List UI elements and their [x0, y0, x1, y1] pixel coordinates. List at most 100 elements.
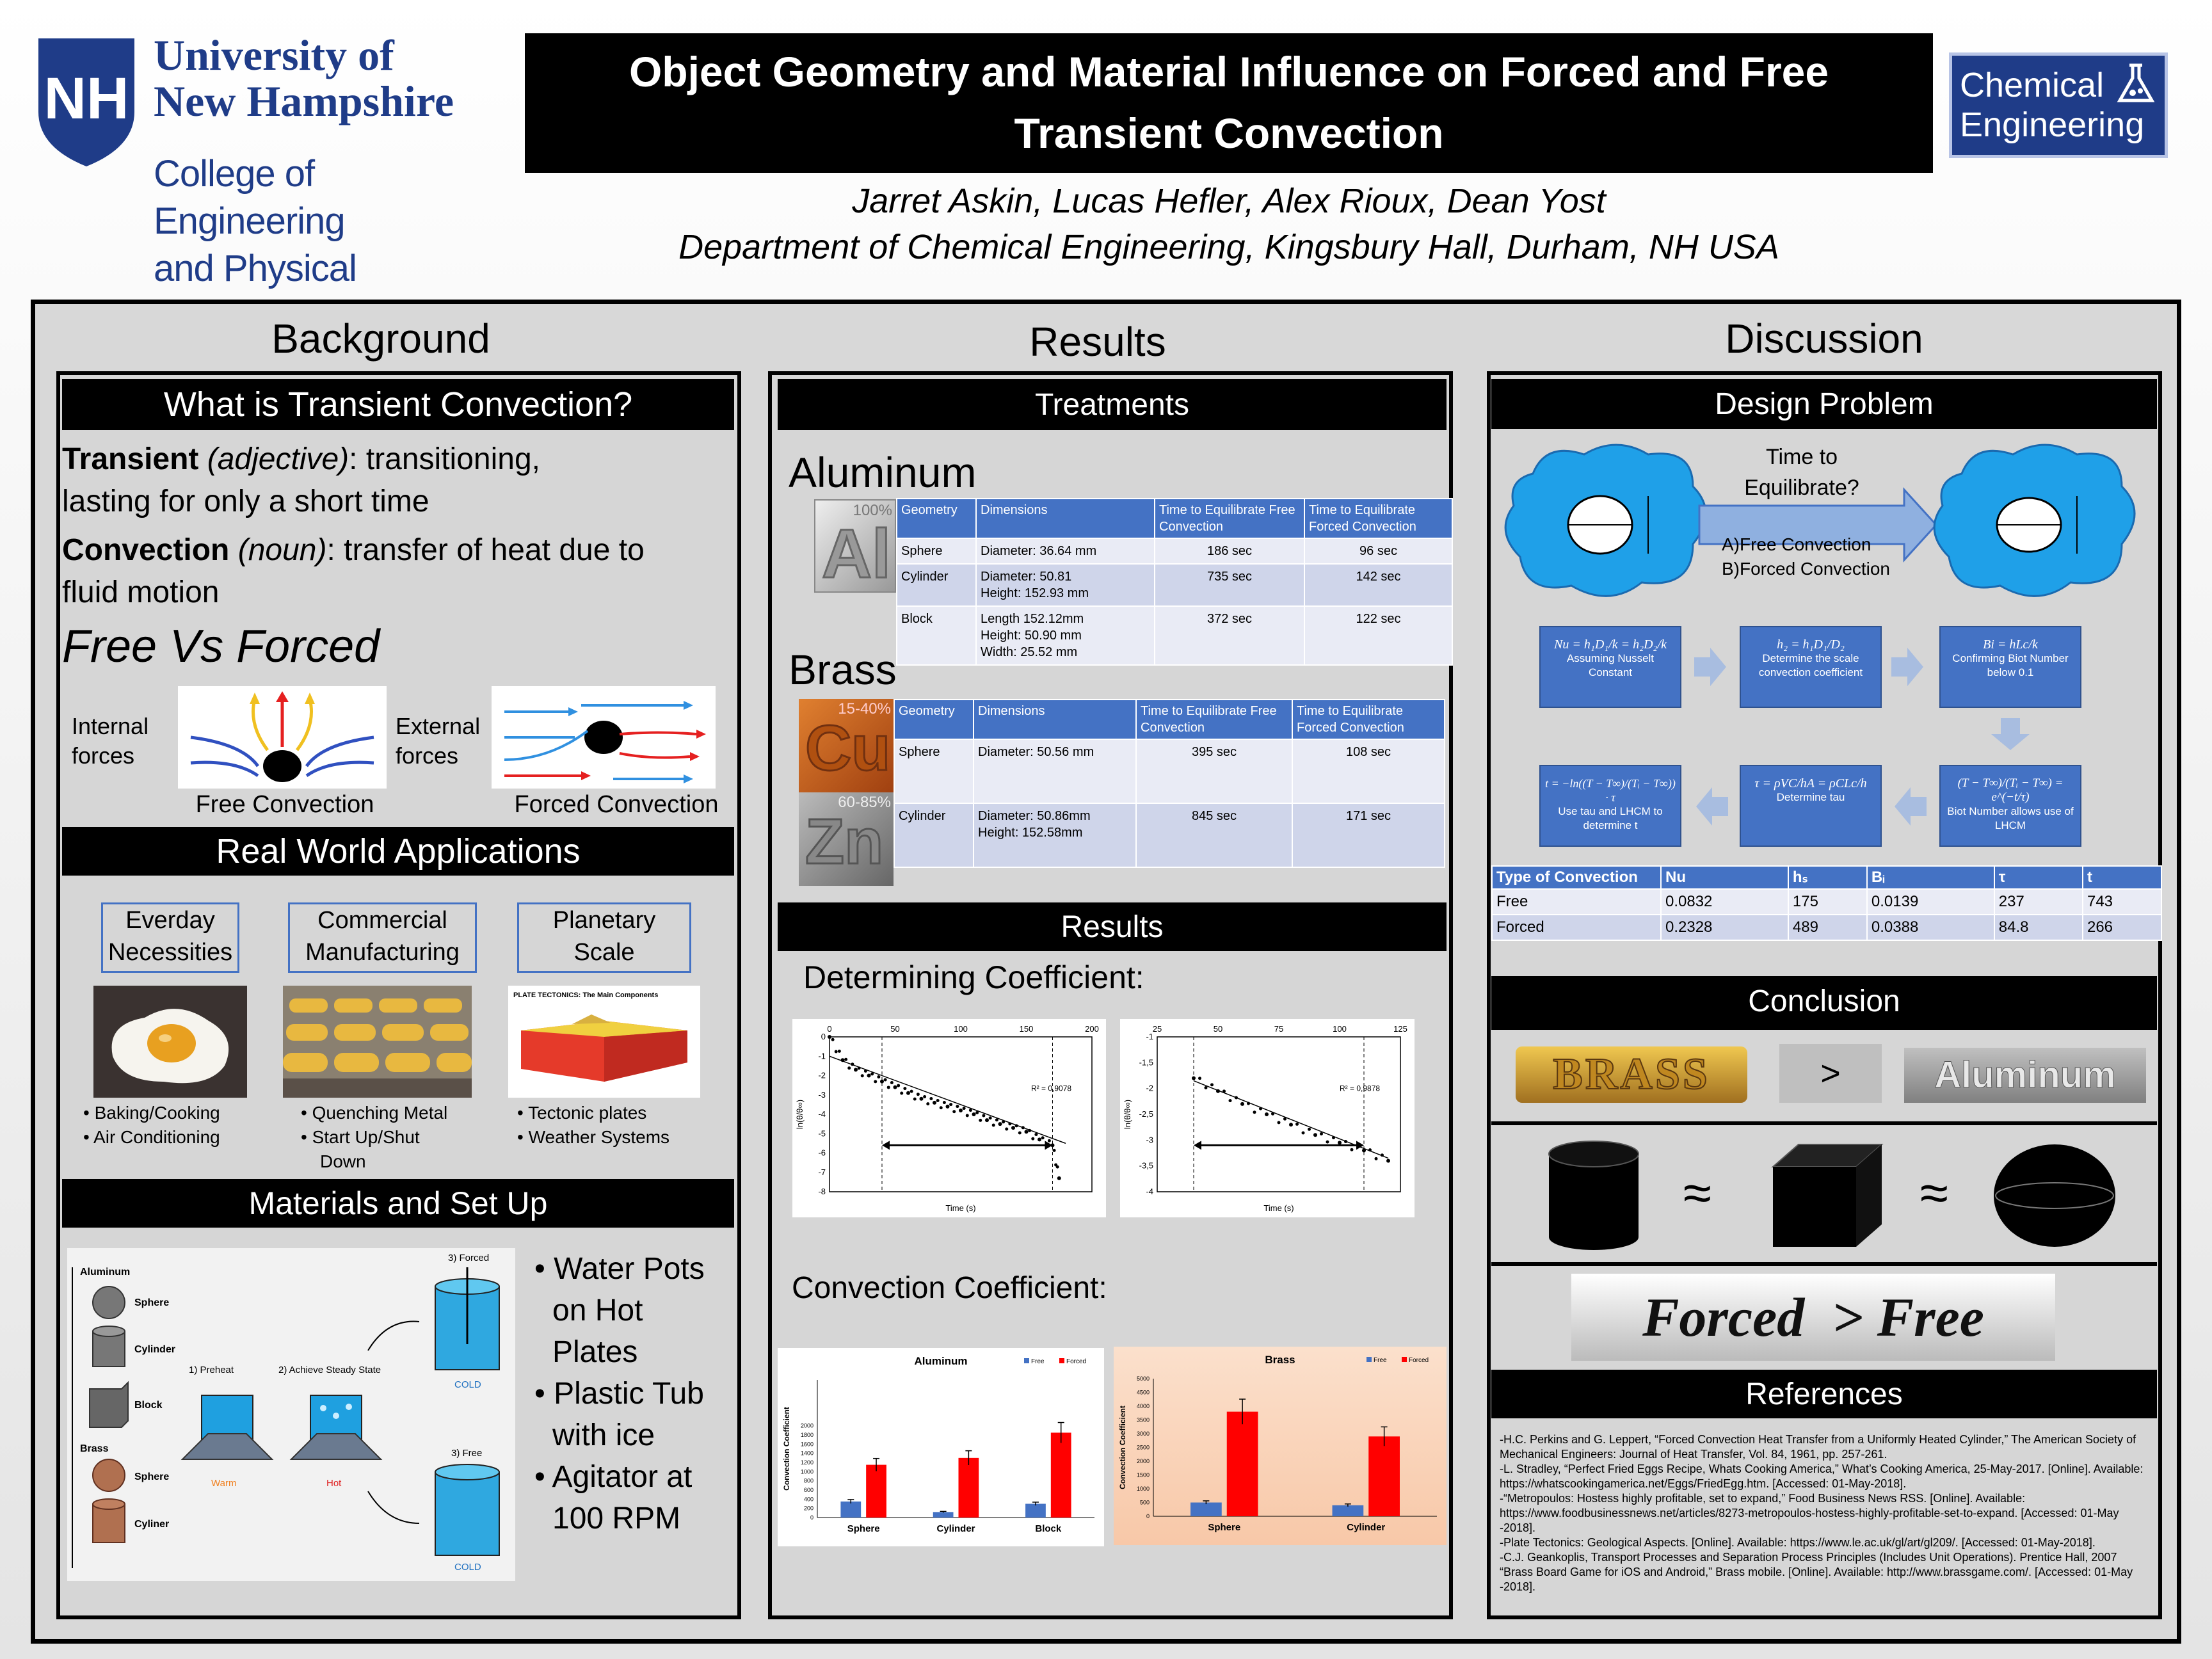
data-point	[1362, 1148, 1366, 1153]
trend-line	[829, 1055, 1066, 1144]
flow-arrow-down-icon	[1991, 718, 2030, 750]
approx-1: ≈	[1683, 1164, 1711, 1221]
data-point	[877, 1075, 881, 1078]
data-point	[847, 1066, 851, 1070]
fried-egg-image	[93, 986, 247, 1098]
data-point	[831, 1038, 835, 1041]
y-tick-label: 1400	[801, 1450, 813, 1457]
bar	[958, 1457, 979, 1518]
svg-text:COLD: COLD	[454, 1379, 481, 1390]
y-tick-label: -2,5	[1139, 1109, 1153, 1119]
data-point	[991, 1123, 995, 1127]
y-tick-label: 800	[804, 1478, 813, 1484]
y-tick-label: -2	[1146, 1084, 1153, 1093]
data-point	[1038, 1137, 1041, 1142]
data-point	[1326, 1140, 1329, 1144]
data-point	[1050, 1143, 1055, 1148]
forced-convection-diagram	[492, 686, 716, 789]
y-tick-label: 4500	[1137, 1390, 1150, 1396]
bar	[840, 1501, 862, 1518]
data-point	[880, 1079, 884, 1084]
y-tick-label: 0	[1146, 1513, 1150, 1519]
data-point	[988, 1116, 992, 1120]
flow-step-lhcm: (T − T∞)/(Tᵢ − T∞) = e^(−t/τ) Biot Numbe…	[1939, 765, 2081, 847]
app-bullets-planetary: • Tectonic plates • Weather Systems	[517, 1103, 670, 1147]
data-point	[985, 1118, 989, 1123]
y-tick-label: 1000	[1137, 1486, 1150, 1492]
bar	[1190, 1502, 1222, 1516]
table-row: Free 0.0832 175 0.0139 237 743	[1491, 888, 2163, 915]
brass-table: Geometry Dimensions Time to Equilibrate Fr…	[894, 699, 1445, 868]
data-point	[1265, 1112, 1269, 1116]
conclusion-row-shapes: ≈ ≈	[1491, 1125, 2157, 1266]
legend-swatch	[1366, 1357, 1372, 1362]
data-point	[1295, 1122, 1299, 1126]
y-tick-label: 1200	[801, 1459, 813, 1466]
data-point	[900, 1091, 904, 1095]
data-point	[870, 1072, 874, 1076]
data-point	[1031, 1137, 1035, 1141]
data-point	[929, 1096, 933, 1100]
legend-label: Forced	[1066, 1358, 1086, 1365]
chart-ln-brass: 25 50 75 100 125 -1 -1,5 -2 -2,5 -3 -3,5 -4 Time (s)…	[1120, 1019, 1415, 1217]
time-question-1: Time to	[1766, 445, 1838, 469]
determining-label: Determining Coefficient:	[803, 959, 1144, 995]
data-point	[939, 1106, 943, 1110]
x-tick-label: 75	[1274, 1024, 1283, 1034]
x-tick-label: 100	[1333, 1024, 1347, 1034]
y-tick-label: -1	[1146, 1032, 1153, 1041]
x-tick-label: 100	[954, 1024, 968, 1034]
y-tick-label: -3,5	[1139, 1161, 1153, 1171]
data-point	[828, 1035, 831, 1039]
setup-diagram: Aluminum Sphere Cylinder Block Brass Sph…	[67, 1248, 515, 1581]
design-problem-diagram: Time to Equilibrate? A)Free Convection B…	[1504, 444, 2136, 597]
y-tick-label: -5	[818, 1128, 826, 1138]
convection-label: Convection Coefficient:	[792, 1271, 1107, 1305]
r-squared-label: R² = 0,9878	[1340, 1084, 1380, 1093]
category-label: Sphere	[1208, 1522, 1240, 1533]
forced-convection-caption: Forced Convection	[514, 791, 719, 818]
data-point	[837, 1049, 841, 1053]
flow-step-biot: Bi = hLc/k Confirming Biot Number below …	[1939, 626, 2081, 708]
data-point	[1320, 1132, 1323, 1135]
data-point	[1289, 1123, 1293, 1127]
x-axis-label: Time (s)	[1263, 1203, 1294, 1213]
data-point	[965, 1114, 969, 1118]
data-point	[1313, 1133, 1317, 1137]
y-tick-label: 3000	[1137, 1431, 1150, 1437]
approx-2: ≈	[1920, 1164, 1948, 1221]
range-arrowhead	[1194, 1141, 1201, 1150]
y-tick-label: 4000	[1137, 1403, 1150, 1409]
data-point	[1018, 1131, 1022, 1135]
data-point	[1228, 1099, 1232, 1103]
y-tick-label: -4	[818, 1109, 826, 1119]
data-point	[982, 1114, 986, 1118]
y-tick-label: 2000	[801, 1423, 813, 1429]
data-point	[972, 1112, 976, 1116]
category-label: Cylinder	[936, 1523, 975, 1534]
svg-text:COLD: COLD	[454, 1562, 481, 1573]
free-convection-diagram	[178, 686, 387, 789]
bar	[1332, 1505, 1364, 1516]
x-tick-label: 50	[890, 1024, 899, 1034]
data-point	[883, 1078, 887, 1082]
bar	[1226, 1411, 1258, 1516]
y-tick-label: 400	[804, 1496, 813, 1502]
data-point	[893, 1085, 897, 1089]
data-point	[923, 1094, 927, 1098]
data-point	[897, 1084, 901, 1087]
chart-ln-aluminum: 0 50 100 150 200 0 -1 -2 -3 -4 -5 -6 -7 -8 Time (s) ln(…	[792, 1019, 1106, 1217]
y-tick-label: 5000	[1137, 1375, 1150, 1382]
real-world-title: Real World Applications	[62, 827, 734, 876]
y-tick-label: -6	[818, 1148, 826, 1158]
x-tick-label: 125	[1393, 1024, 1407, 1034]
y-tick-label: -1,5	[1139, 1057, 1153, 1067]
y-tick-label: -4	[1146, 1187, 1153, 1196]
forced-gt-free-banner: Forced > Free	[1571, 1274, 2055, 1361]
flow-step-nusselt: Nu = h₁D₁/k = h₂D₂/k Assuming Nusselt Co…	[1539, 626, 1681, 708]
data-point	[1308, 1127, 1311, 1131]
svg-text:Sphere: Sphere	[134, 1471, 169, 1482]
app-everyday: Everday Necessities	[101, 902, 239, 973]
data-point	[1204, 1086, 1208, 1089]
legend-label: Free	[1374, 1357, 1387, 1364]
